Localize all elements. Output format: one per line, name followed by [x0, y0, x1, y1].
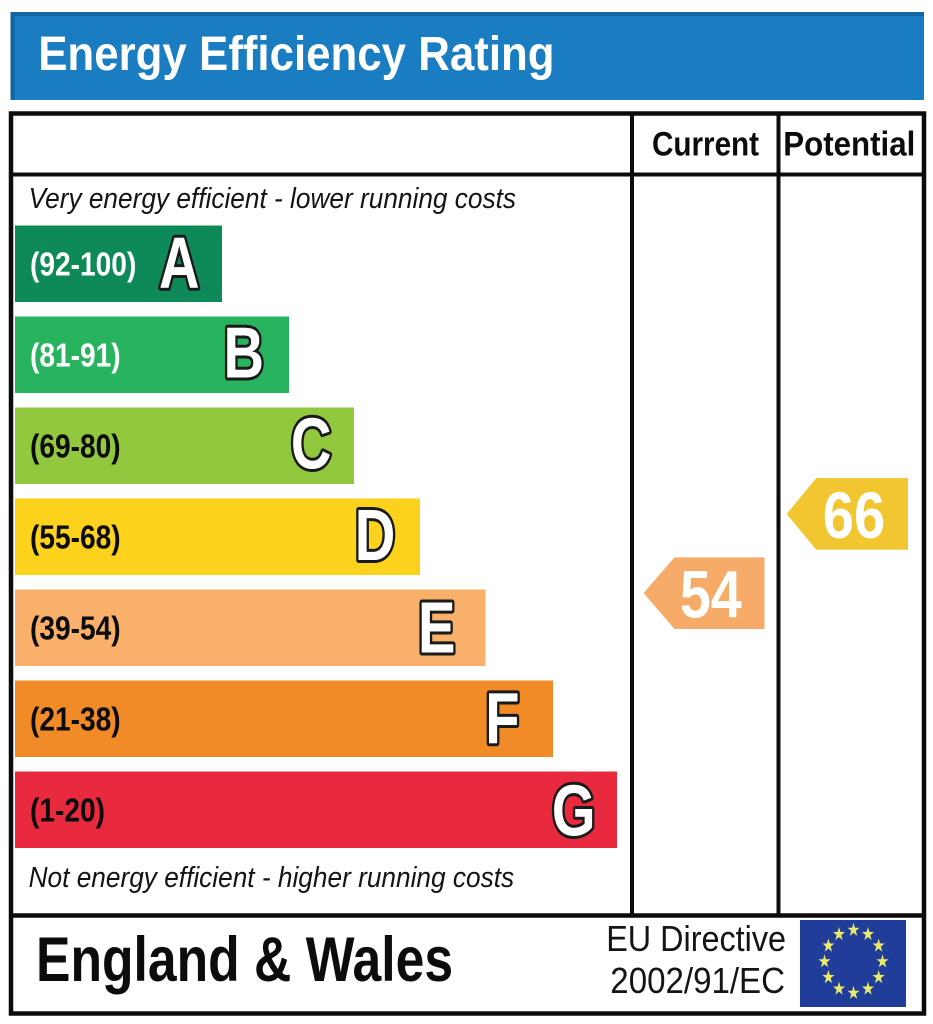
svg-text:(55-68): (55-68)	[30, 518, 121, 556]
svg-text:D: D	[355, 495, 396, 575]
svg-text:England & Wales: England & Wales	[36, 925, 453, 995]
svg-text:Current: Current	[652, 124, 759, 163]
svg-text:(81-91): (81-91)	[30, 336, 121, 374]
svg-text:(69-80): (69-80)	[30, 427, 121, 465]
svg-text:Very energy efficient - lower: Very energy efficient - lower running co…	[29, 182, 517, 215]
svg-text:Potential: Potential	[783, 124, 915, 163]
svg-text:(1-20): (1-20)	[30, 791, 105, 829]
svg-text:Energy Efficiency Rating: Energy Efficiency Rating	[38, 26, 554, 81]
svg-text:2002/91/EC: 2002/91/EC	[610, 962, 785, 1002]
svg-text:EU Directive: EU Directive	[606, 919, 786, 959]
svg-text:66: 66	[823, 479, 885, 552]
svg-text:G: G	[552, 771, 596, 851]
svg-text:(39-54): (39-54)	[30, 609, 121, 647]
svg-text:(92-100): (92-100)	[30, 245, 136, 283]
svg-text:B: B	[224, 313, 265, 393]
svg-text:E: E	[418, 588, 455, 668]
svg-text:F: F	[485, 679, 519, 759]
svg-text:A: A	[159, 223, 200, 303]
svg-text:C: C	[291, 404, 332, 484]
svg-text:54: 54	[680, 558, 742, 633]
svg-text:(21-38): (21-38)	[30, 700, 121, 738]
svg-text:Not energy efficient - higher: Not energy efficient - higher running co…	[29, 861, 515, 894]
